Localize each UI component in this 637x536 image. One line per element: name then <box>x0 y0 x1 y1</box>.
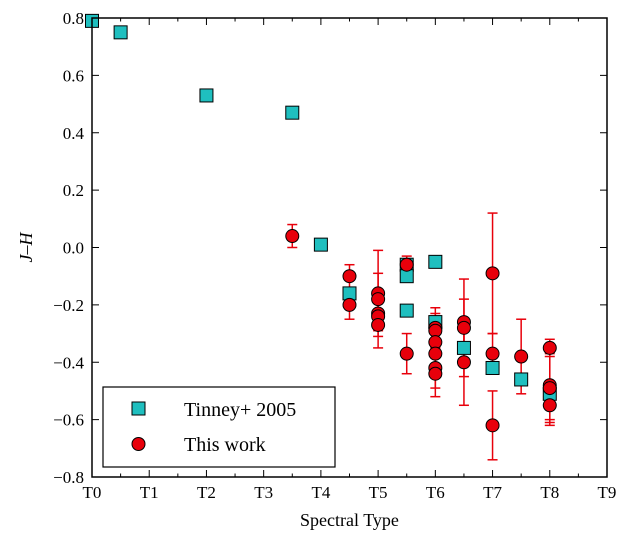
x-tick-label: T7 <box>483 483 502 502</box>
y-axis-title: J–H <box>16 232 36 263</box>
data-point-this-work <box>428 366 443 381</box>
data-point-this-work <box>456 355 471 370</box>
x-tick-label: T1 <box>140 483 159 502</box>
data-point-tinney <box>456 340 471 355</box>
data-point-this-work <box>485 346 500 361</box>
data-markers <box>85 13 557 433</box>
legend-marker-square <box>131 401 146 416</box>
data-point-this-work <box>485 266 500 281</box>
x-tick-label: T2 <box>197 483 216 502</box>
y-tick-label: 0.2 <box>63 181 84 200</box>
y-tick-label: −0.6 <box>53 411 84 430</box>
data-point-tinney <box>514 372 529 387</box>
x-tick-label: T6 <box>426 483 445 502</box>
x-axis-title: Spectral Type <box>300 510 399 530</box>
legend-label-this-work: This work <box>184 434 266 456</box>
data-point-tinney <box>285 105 300 120</box>
data-point-this-work <box>485 418 500 433</box>
x-tick-label: T9 <box>598 483 617 502</box>
x-tick-label: T4 <box>311 483 330 502</box>
legend-marker-circle <box>131 437 146 451</box>
x-axis-ticks: T0 T1 T2 T3 T4 T5 T6 T7 T8 T9 <box>83 18 617 502</box>
y-tick-label: 0.0 <box>63 239 84 258</box>
data-point-this-work <box>456 320 471 335</box>
data-point-this-work <box>542 340 557 355</box>
y-tick-label: 0.6 <box>63 66 84 85</box>
data-point-this-work <box>285 229 300 244</box>
y-tick-label: 0.4 <box>63 124 85 143</box>
legend-label-tinney: Tinney+ 2005 <box>184 399 296 421</box>
data-point-tinney <box>485 360 500 375</box>
x-tick-label: T8 <box>540 483 559 502</box>
data-point-this-work <box>399 346 414 361</box>
data-point-this-work <box>399 257 414 272</box>
y-tick-label: −0.8 <box>53 468 84 487</box>
x-tick-label: T0 <box>83 483 102 502</box>
y-tick-label: −0.4 <box>53 353 84 372</box>
data-point-tinney <box>113 25 128 40</box>
data-point-this-work <box>428 346 443 361</box>
data-point-this-work <box>342 297 357 312</box>
data-point-tinney <box>399 303 414 318</box>
data-point-tinney <box>313 237 328 252</box>
x-tick-label: T3 <box>254 483 273 502</box>
x-tick-label: T5 <box>369 483 388 502</box>
y-tick-label: 0.8 <box>63 9 84 28</box>
legend-box <box>102 386 336 468</box>
data-point-this-work <box>542 381 557 396</box>
data-point-this-work <box>371 292 386 307</box>
legend: Tinney+ 2005 This work <box>102 386 336 468</box>
data-point-this-work <box>514 349 529 364</box>
data-point-this-work <box>542 398 557 413</box>
data-point-this-work <box>371 317 386 332</box>
data-point-tinney <box>199 88 214 103</box>
data-point-this-work <box>342 269 357 284</box>
plot-frame <box>91 17 608 478</box>
data-point-tinney <box>428 254 443 269</box>
y-tick-label: −0.2 <box>53 296 84 315</box>
y-axis-ticks: −0.8 −0.6 −0.4 −0.2 0.0 0.2 0.4 0.6 0.8 <box>53 9 607 487</box>
